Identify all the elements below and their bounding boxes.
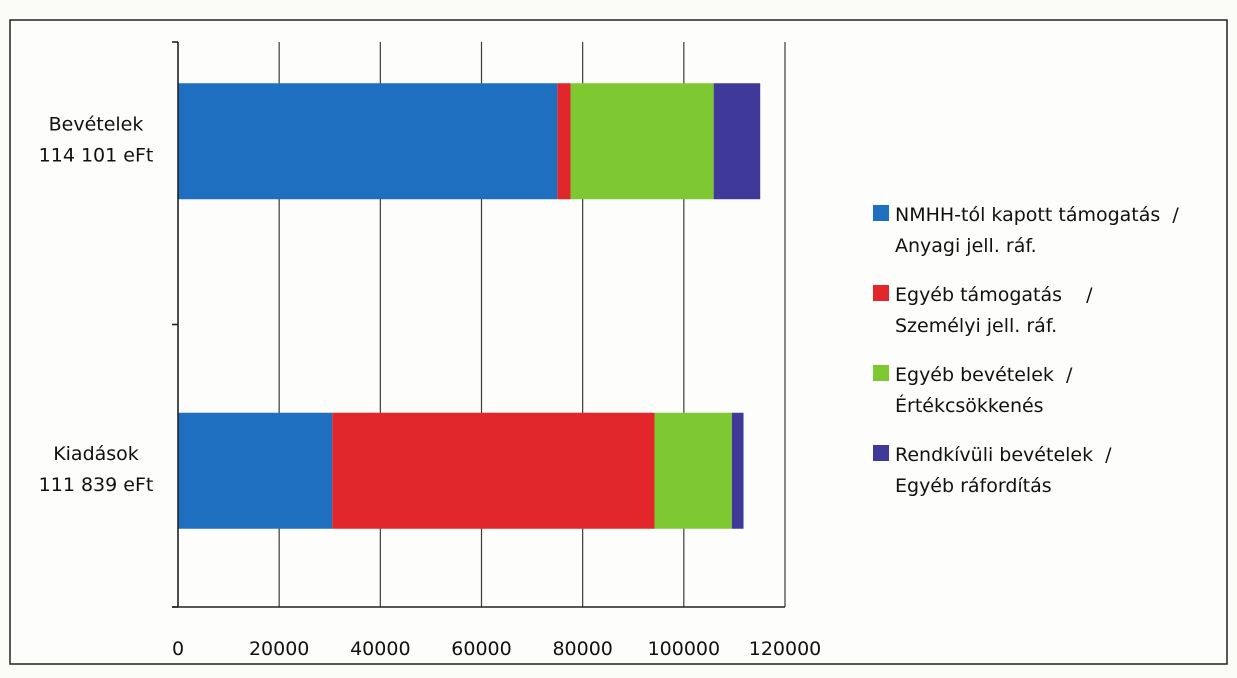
bar-segment [731,412,744,529]
bar-segment [713,83,761,200]
bar-segment [570,83,714,200]
category-labels: Bevételek 114 101 eFt Kiadások 111 839 eFt [39,113,154,496]
x-tick-label: 0 [172,638,184,660]
x-tick-label: 20000 [249,638,309,660]
x-tick-label: 80000 [552,638,612,660]
category-label: 111 839 eFt [39,474,154,496]
category-label: Kiadások [53,443,139,465]
category-label: 114 101 eFt [39,144,154,166]
legend-swatch [873,445,889,461]
legend-label: Anyagi jell. ráf. [895,235,1037,257]
x-tick-label: 120000 [749,638,822,660]
legend-label: Rendkívüli bevételek / [895,444,1112,466]
legend: NMHH-tól kapott támogatás / Anyagi jell. … [873,204,1179,497]
bar-segment [654,412,732,529]
legend-label: Egyéb támogatás / [895,284,1093,306]
legend-label: Egyéb ráfordítás [895,475,1052,497]
x-tick-label: 100000 [648,638,721,660]
bar-segment [557,83,571,200]
x-tick-label: 40000 [350,638,410,660]
legend-label: NMHH-tól kapott támogatás / [895,204,1179,226]
legend-label: Értékcsökkenés [895,394,1044,417]
category-label: Bevételek [49,113,144,135]
bar-segment [332,412,655,529]
x-tick-labels: 0 20000 40000 60000 80000 100000 120000 [172,638,821,660]
legend-label: Egyéb bevételek / [895,364,1073,386]
legend-swatch [873,205,889,221]
bar-segment [178,412,333,529]
bars [178,83,761,529]
x-tick-label: 60000 [451,638,511,660]
legend-label: Személyi jell. ráf. [895,315,1057,337]
legend-swatch [873,365,889,381]
legend-swatch [873,285,889,301]
axes [172,41,785,608]
bar-segment [178,83,558,200]
